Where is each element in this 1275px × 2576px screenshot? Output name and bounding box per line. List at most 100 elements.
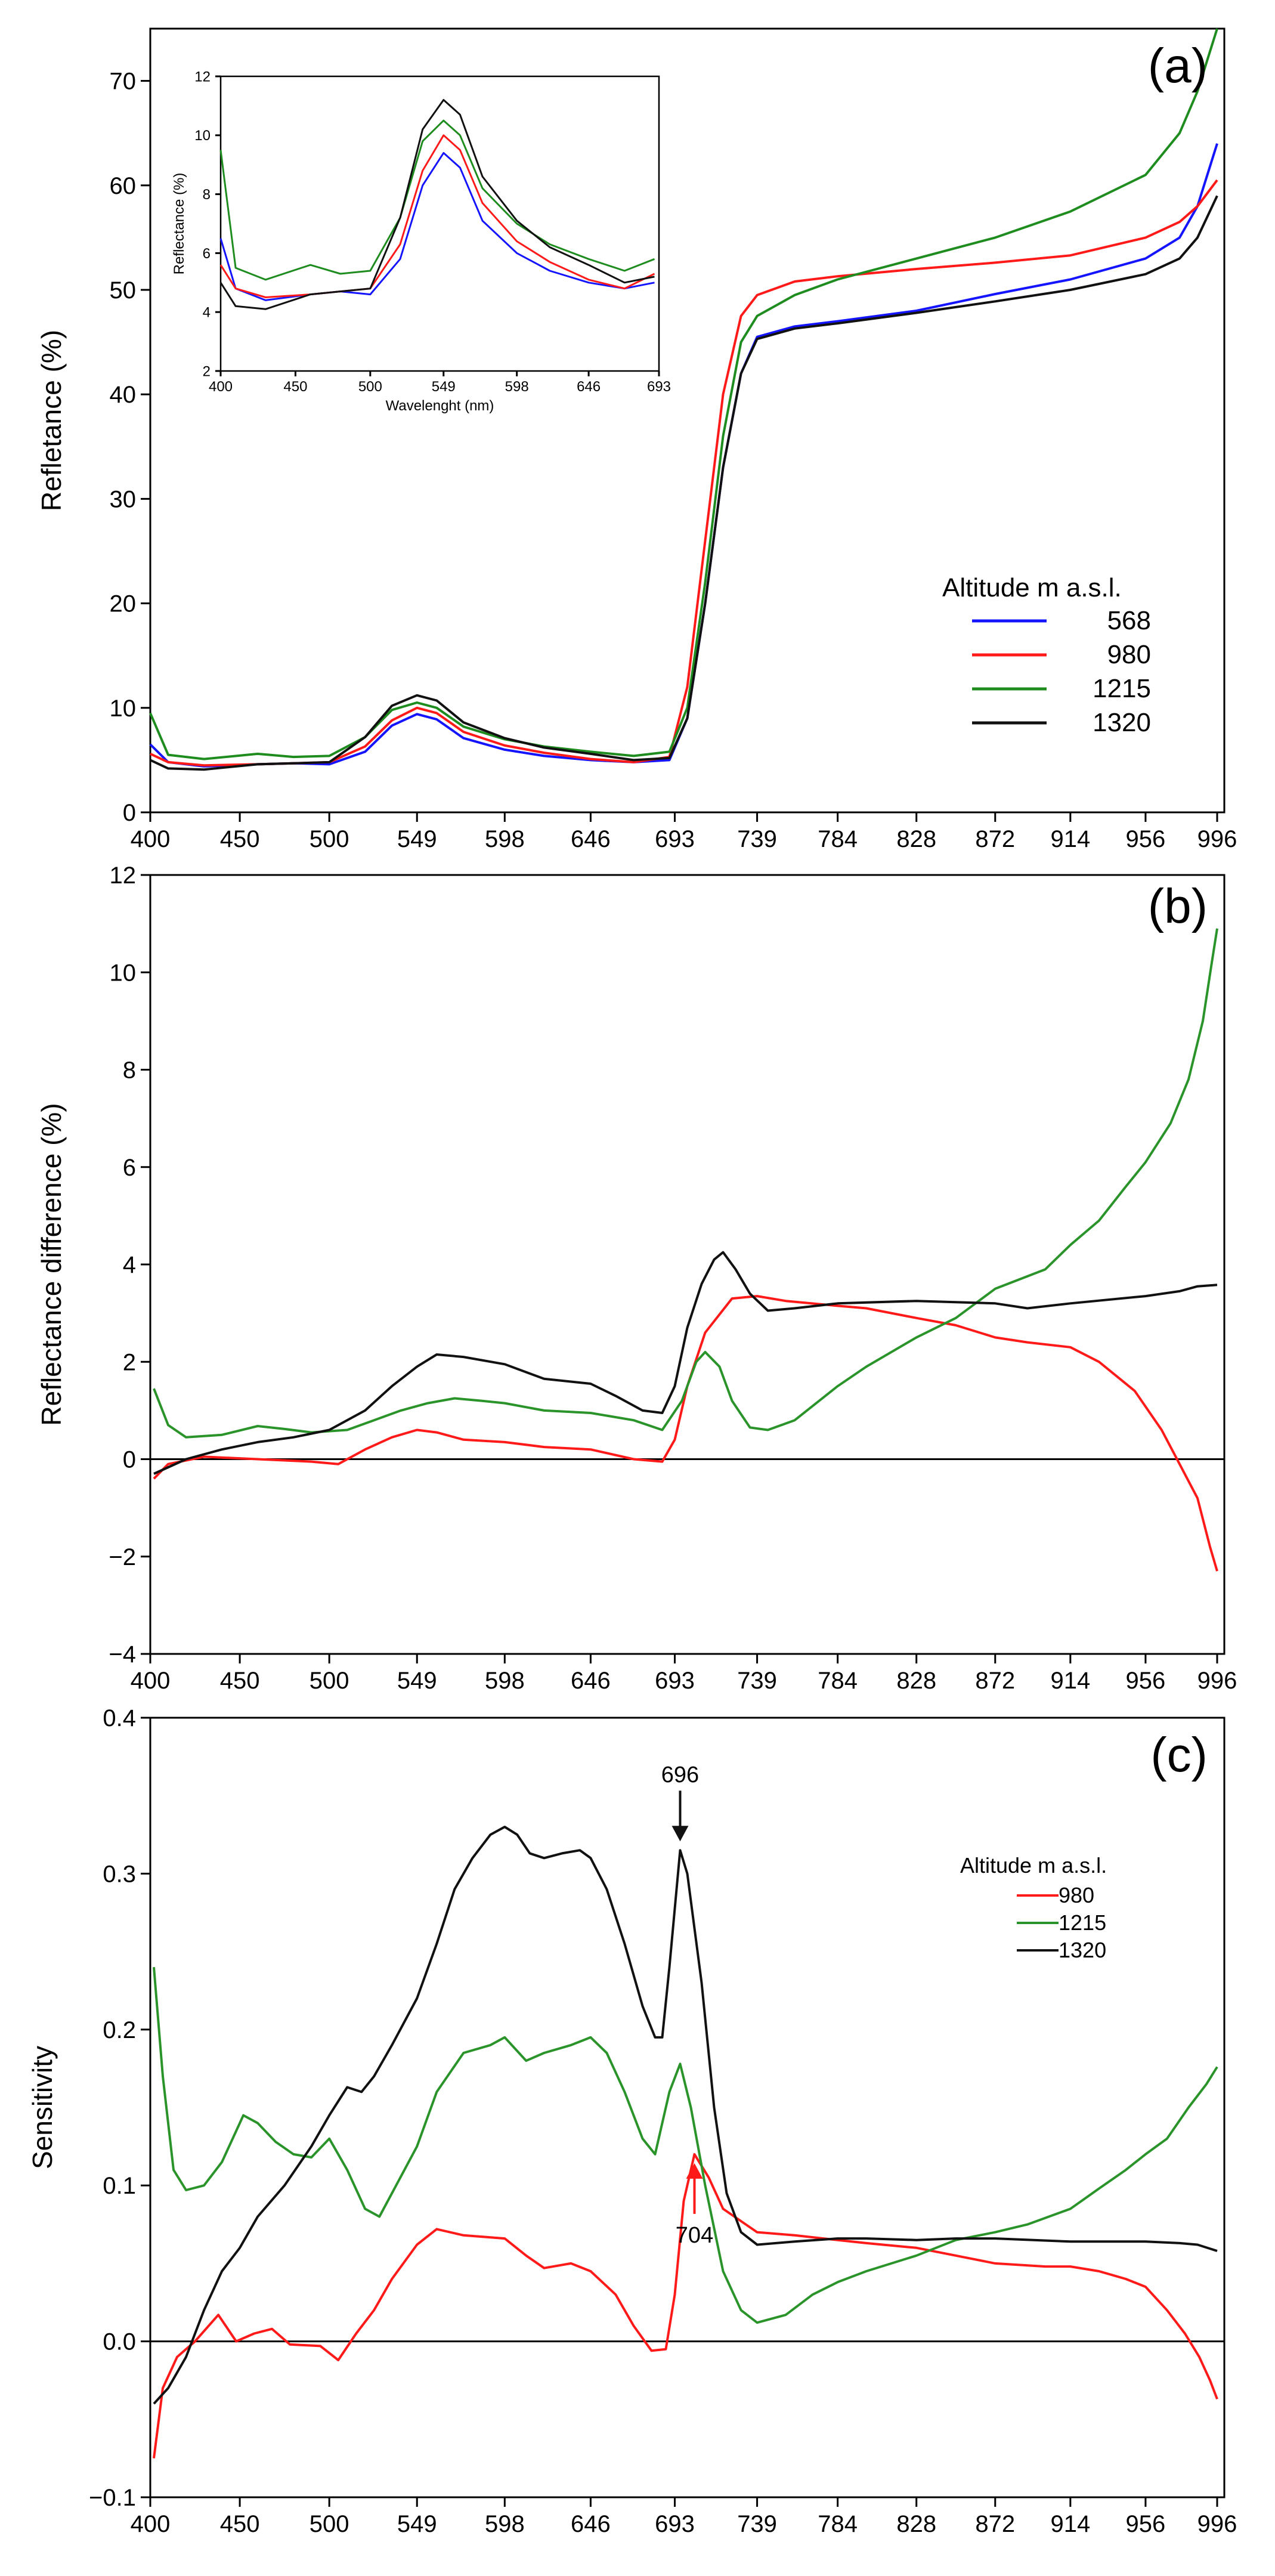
- panel-c-series: [153, 1826, 1218, 2459]
- x-tick-label: 400: [131, 826, 171, 852]
- series-line-1320: [153, 1826, 1218, 2405]
- legend-label-980: 980: [1107, 640, 1151, 669]
- x-tick-label: 956: [1126, 1668, 1166, 1694]
- legend-label-980: 980: [1059, 1883, 1094, 1907]
- x-tick-label: 400: [131, 2511, 171, 2537]
- x-tick-label: 828: [896, 1668, 936, 1694]
- series-line-1320: [219, 99, 655, 310]
- y-tick-label: 6: [203, 246, 211, 262]
- x-tick-label: 500: [310, 2511, 349, 2537]
- panel-c-label: (c): [1150, 1728, 1208, 1782]
- annotation-arrowhead-704: [686, 2163, 703, 2179]
- y-tick-label: 0.3: [103, 1861, 136, 1887]
- legend-label-1215: 1215: [1059, 1910, 1106, 1935]
- y-tick-label: 0.1: [103, 2173, 136, 2199]
- y-tick-label: 50: [110, 277, 137, 304]
- x-tick-label: 598: [485, 826, 525, 852]
- inset-x-axis-label: Wavelenght (nm): [386, 398, 494, 414]
- series-line-568: [149, 143, 1218, 768]
- y-tick-label: 0.4: [103, 1705, 136, 1731]
- y-tick-label: 10: [194, 128, 211, 144]
- x-tick-label: 549: [397, 1668, 437, 1694]
- panel-c-legend-title: Altitude m a.s.l.: [960, 1853, 1107, 1878]
- inset-frame: [219, 75, 660, 372]
- x-tick-label: 646: [577, 379, 601, 395]
- y-tick-label: 30: [110, 486, 137, 512]
- panel-c-x-axis: 400 450 500 549 598 646 693 739 784 828 872 914 956 9…: [131, 2497, 1237, 2537]
- series-line-1320: [150, 195, 1218, 771]
- inset-background: [164, 64, 671, 419]
- x-tick-label: 914: [1050, 1668, 1090, 1694]
- x-tick-label: 693: [655, 1668, 695, 1694]
- x-tick-label: 956: [1126, 2511, 1166, 2537]
- y-tick-label: 70: [110, 69, 137, 95]
- x-tick-label: 996: [1197, 2511, 1237, 2537]
- inset-series: [219, 99, 655, 310]
- y-tick-label: 10: [110, 960, 137, 986]
- panel-a-frame: [149, 27, 1226, 814]
- x-tick-label: 828: [896, 826, 936, 852]
- panel-c-y-axis: −0.1 0.0 0.1 0.2 0.3 0.4: [89, 1705, 150, 2511]
- x-tick-label: 872: [975, 826, 1015, 852]
- panel-b-y-axis: −4 −2 0 2 4 6 8 10 12: [109, 862, 150, 1668]
- x-tick-label: 693: [647, 379, 671, 395]
- panel-a-legend: Altitude m a.s.l. 568 980 1215 1320: [942, 573, 1151, 737]
- x-tick-label: 598: [505, 379, 529, 395]
- panel-b-x-axis: 400 450 500 549 598 646 693 739 784 828 872 914 956 9…: [131, 1654, 1237, 1694]
- y-tick-label: 12: [194, 69, 211, 85]
- panel-b-label: (b): [1148, 879, 1208, 933]
- panel-c-y-axis-label: Sensitivity: [27, 2046, 58, 2169]
- x-tick-label: 450: [283, 379, 307, 395]
- y-tick-label: 8: [203, 187, 211, 203]
- panel-a: 0 10 20 30 40 50 60 70 400 450 500 549 598 646 693 739…: [36, 27, 1237, 852]
- y-tick-label: 2: [123, 1349, 136, 1375]
- x-tick-label: 598: [485, 2511, 525, 2537]
- y-tick-label: 0.0: [103, 2329, 136, 2355]
- annotation-label-704: 704: [676, 2223, 713, 2248]
- legend-label-568: 568: [1107, 606, 1151, 635]
- legend-label-1320: 1320: [1093, 708, 1151, 737]
- legend-label-1320: 1320: [1059, 1938, 1106, 1962]
- y-tick-label: 20: [110, 591, 137, 617]
- x-tick-label: 784: [818, 2511, 858, 2537]
- panel-b-series: [153, 928, 1218, 1572]
- x-tick-label: 400: [209, 379, 233, 395]
- x-tick-label: 549: [397, 826, 437, 852]
- x-tick-label: 646: [571, 2511, 611, 2537]
- series-line-1215: [149, 28, 1218, 760]
- x-tick-label: 400: [131, 1668, 171, 1694]
- x-tick-label: 996: [1197, 826, 1237, 852]
- x-tick-label: 956: [1126, 826, 1166, 852]
- x-tick-label: 549: [397, 2511, 437, 2537]
- panel-b-y-axis-label: Reflectance difference (%): [36, 1103, 67, 1425]
- y-tick-label: 0.2: [103, 2017, 136, 2043]
- panel-c-legend: Altitude m a.s.l. 980 1215 1320: [960, 1853, 1107, 1962]
- y-tick-label: 40: [110, 382, 137, 408]
- x-tick-label: 739: [737, 2511, 777, 2537]
- x-tick-label: 450: [220, 826, 260, 852]
- y-tick-label: 6: [123, 1155, 136, 1181]
- panel-a-x-axis: 400 450 500 549 598 646 693 739 784 828 872 914 956 9…: [131, 812, 1237, 852]
- y-tick-label: −0.1: [89, 2485, 136, 2511]
- x-tick-label: 828: [896, 2511, 936, 2537]
- annotation-arrowhead-696: [671, 1826, 689, 1842]
- x-tick-label: 598: [485, 1668, 525, 1694]
- x-tick-label: 500: [358, 379, 382, 395]
- x-tick-label: 549: [432, 379, 456, 395]
- x-tick-label: 872: [975, 1668, 1015, 1694]
- x-tick-label: 500: [310, 826, 349, 852]
- y-tick-label: −4: [109, 1641, 136, 1668]
- panel-a-inset: 2 4 6 8 10 12 400 450 500 549 598 646 693 Wavelengh…: [164, 64, 671, 419]
- panel-c-annotations: 696 704: [661, 1762, 713, 2248]
- x-tick-label: 646: [571, 826, 611, 852]
- series-line-1215: [153, 1967, 1218, 2324]
- x-tick-label: 739: [737, 1668, 777, 1694]
- panel-c-frame: [149, 1717, 1226, 2498]
- series-line-1215: [153, 928, 1218, 1439]
- panel-c: −0.1 0.0 0.1 0.2 0.3 0.4 400 450 500 549 598 646 69…: [27, 1705, 1237, 2537]
- y-tick-label: 4: [123, 1252, 136, 1278]
- y-tick-label: 10: [110, 695, 137, 722]
- x-tick-label: 739: [737, 826, 777, 852]
- panel-a-label: (a): [1148, 39, 1208, 93]
